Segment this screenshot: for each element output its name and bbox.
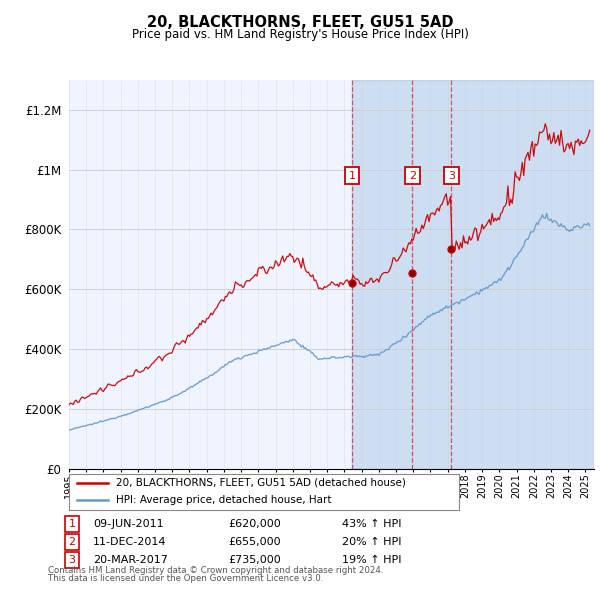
Text: 43% ↑ HPI: 43% ↑ HPI <box>342 519 401 529</box>
Text: 1: 1 <box>349 171 355 181</box>
Text: 3: 3 <box>68 555 76 565</box>
Text: 20% ↑ HPI: 20% ↑ HPI <box>342 537 401 547</box>
Text: 19% ↑ HPI: 19% ↑ HPI <box>342 555 401 565</box>
Text: £655,000: £655,000 <box>228 537 281 547</box>
Text: This data is licensed under the Open Government Licence v3.0.: This data is licensed under the Open Gov… <box>48 574 323 583</box>
Text: HPI: Average price, detached house, Hart: HPI: Average price, detached house, Hart <box>116 495 331 505</box>
Text: 20-MAR-2017: 20-MAR-2017 <box>93 555 168 565</box>
Text: 2: 2 <box>409 171 416 181</box>
Text: 3: 3 <box>448 171 455 181</box>
Text: 09-JUN-2011: 09-JUN-2011 <box>93 519 164 529</box>
Text: Price paid vs. HM Land Registry's House Price Index (HPI): Price paid vs. HM Land Registry's House … <box>131 28 469 41</box>
Text: £735,000: £735,000 <box>228 555 281 565</box>
Text: 20, BLACKTHORNS, FLEET, GU51 5AD: 20, BLACKTHORNS, FLEET, GU51 5AD <box>147 15 453 30</box>
Text: £620,000: £620,000 <box>228 519 281 529</box>
Bar <box>352 80 594 469</box>
Text: 11-DEC-2014: 11-DEC-2014 <box>93 537 167 547</box>
Text: 20, BLACKTHORNS, FLEET, GU51 5AD (detached house): 20, BLACKTHORNS, FLEET, GU51 5AD (detach… <box>116 478 406 488</box>
Text: 1: 1 <box>68 519 76 529</box>
Text: Contains HM Land Registry data © Crown copyright and database right 2024.: Contains HM Land Registry data © Crown c… <box>48 566 383 575</box>
Text: 2: 2 <box>68 537 76 547</box>
